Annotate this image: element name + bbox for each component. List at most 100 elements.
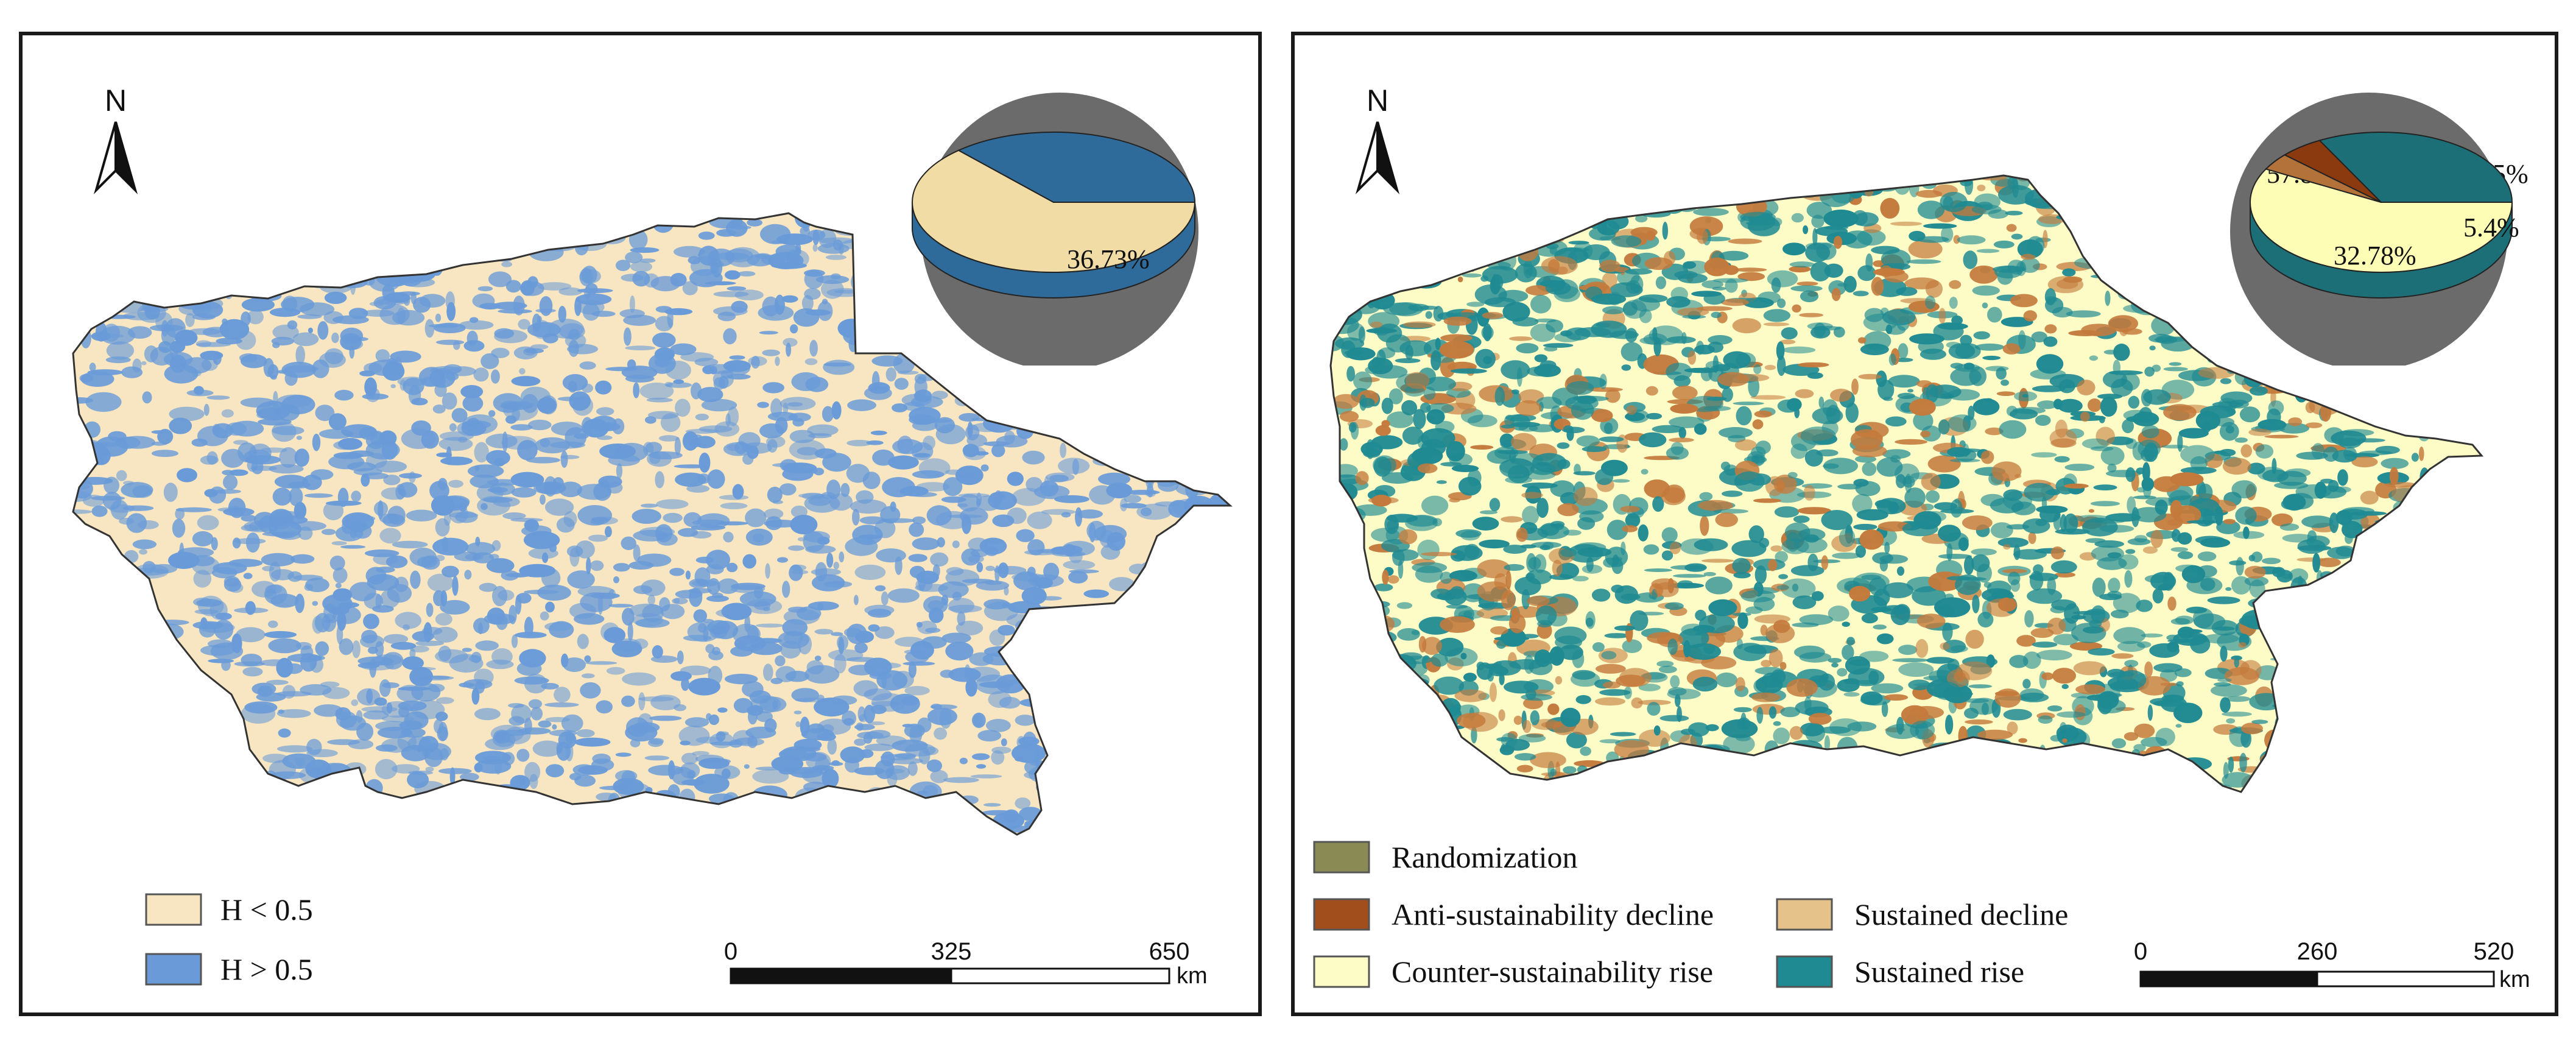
map-texture [1511,389,1519,395]
map-texture [797,606,822,621]
map-texture [781,295,798,303]
map-texture [655,316,674,331]
map-texture [1616,674,1646,687]
map-texture [839,551,845,563]
map-texture [2222,772,2253,788]
map-texture [2054,456,2070,463]
map-texture [613,563,630,572]
map-texture [846,440,872,447]
map-texture [524,762,541,782]
map-texture [600,479,609,489]
map-texture [782,619,808,637]
map-texture [440,599,470,615]
map-texture [383,634,409,645]
map-texture [2077,380,2096,395]
map-texture [1804,449,1823,467]
map-texture [2054,572,2075,578]
map-texture [1880,197,1900,219]
map-texture [1733,401,1764,406]
map-texture [854,642,868,654]
map-texture [809,339,818,357]
map-texture [1779,339,1796,345]
map-texture [713,620,738,640]
map-texture [1661,527,1678,543]
map-texture [85,392,122,412]
map-texture [432,626,458,643]
map-texture [1837,668,1848,677]
map-texture [2163,367,2188,372]
map-texture [1474,284,1507,305]
map-texture [1515,263,1537,283]
map-texture [817,603,824,611]
map-texture [762,296,779,317]
map-texture [1567,544,1603,563]
map-texture [392,540,428,549]
map-texture [1147,483,1154,498]
map-texture [1811,214,1825,228]
map-texture [1968,684,1993,688]
map-texture [574,613,605,625]
map-texture [1382,472,1413,484]
map-texture [274,515,308,525]
map-texture [685,570,691,580]
map-texture [295,593,304,613]
map-texture [1098,472,1131,486]
map-texture [608,454,640,467]
map-texture [1701,280,1724,289]
map-texture [1434,676,1465,695]
map-texture [1977,729,2013,740]
map-texture [672,598,688,604]
map-texture [705,281,736,286]
map-texture [727,562,738,573]
map-texture [633,544,641,562]
map-texture [973,451,989,456]
map-texture [2248,428,2272,436]
map-texture [1797,507,1831,515]
map-texture [882,477,915,498]
map-texture [1515,576,1541,596]
map-texture [847,399,876,411]
map-texture [616,463,623,479]
map-texture [1744,645,1778,654]
map-texture [1479,510,1498,515]
map-texture [2411,453,2419,462]
map-texture [1750,395,1786,400]
map-texture [2082,438,2109,449]
map-texture [1722,490,1743,497]
map-texture [910,640,934,660]
map-texture [1514,753,1536,761]
map-texture [1799,614,1834,626]
map-texture [340,333,362,351]
map-texture [767,486,783,503]
map-texture [464,570,472,580]
map-texture [804,665,840,684]
map-texture [312,433,321,451]
map-texture [270,569,295,581]
map-texture [1948,414,1977,433]
map-texture [1427,415,1435,420]
map-texture [1898,662,1934,677]
map-texture [1888,375,1920,388]
map-texture [120,436,156,449]
map-texture [2284,468,2311,478]
map-texture [266,679,289,685]
map-texture [1944,593,1954,600]
map-texture [2279,523,2300,531]
map-texture [697,513,730,529]
map-texture [242,666,263,677]
map-texture [1387,411,1414,428]
map-texture [296,436,303,440]
map-texture [2132,441,2145,461]
map-texture [2002,343,2021,355]
map-texture [540,611,549,621]
map-texture [1124,495,1142,503]
map-texture [382,682,399,688]
map-texture [264,584,287,605]
map-texture [652,332,676,348]
map-texture [732,484,744,500]
map-texture [1526,285,1552,296]
map-texture [278,728,291,738]
map-texture [595,380,612,395]
map-texture [233,440,248,445]
map-texture [1612,479,1630,483]
